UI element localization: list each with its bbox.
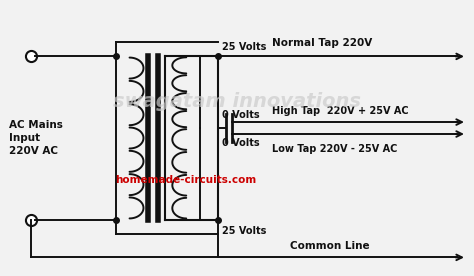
Text: homemade-circuits.com: homemade-circuits.com	[115, 175, 256, 185]
Text: Common Line: Common Line	[290, 242, 369, 251]
Text: AC Mains
Input
220V AC: AC Mains Input 220V AC	[9, 120, 63, 156]
Text: 25 Volts: 25 Volts	[222, 225, 266, 235]
Text: Normal Tap 220V: Normal Tap 220V	[272, 38, 372, 49]
Text: 0 Volts: 0 Volts	[222, 110, 260, 120]
Text: 0 Volts: 0 Volts	[222, 138, 260, 148]
Text: Low Tap 220V - 25V AC: Low Tap 220V - 25V AC	[272, 144, 397, 154]
Text: swagatam innovations: swagatam innovations	[113, 92, 361, 111]
Text: 25 Volts: 25 Volts	[222, 43, 266, 52]
Text: High Tap  220V + 25V AC: High Tap 220V + 25V AC	[272, 106, 409, 116]
